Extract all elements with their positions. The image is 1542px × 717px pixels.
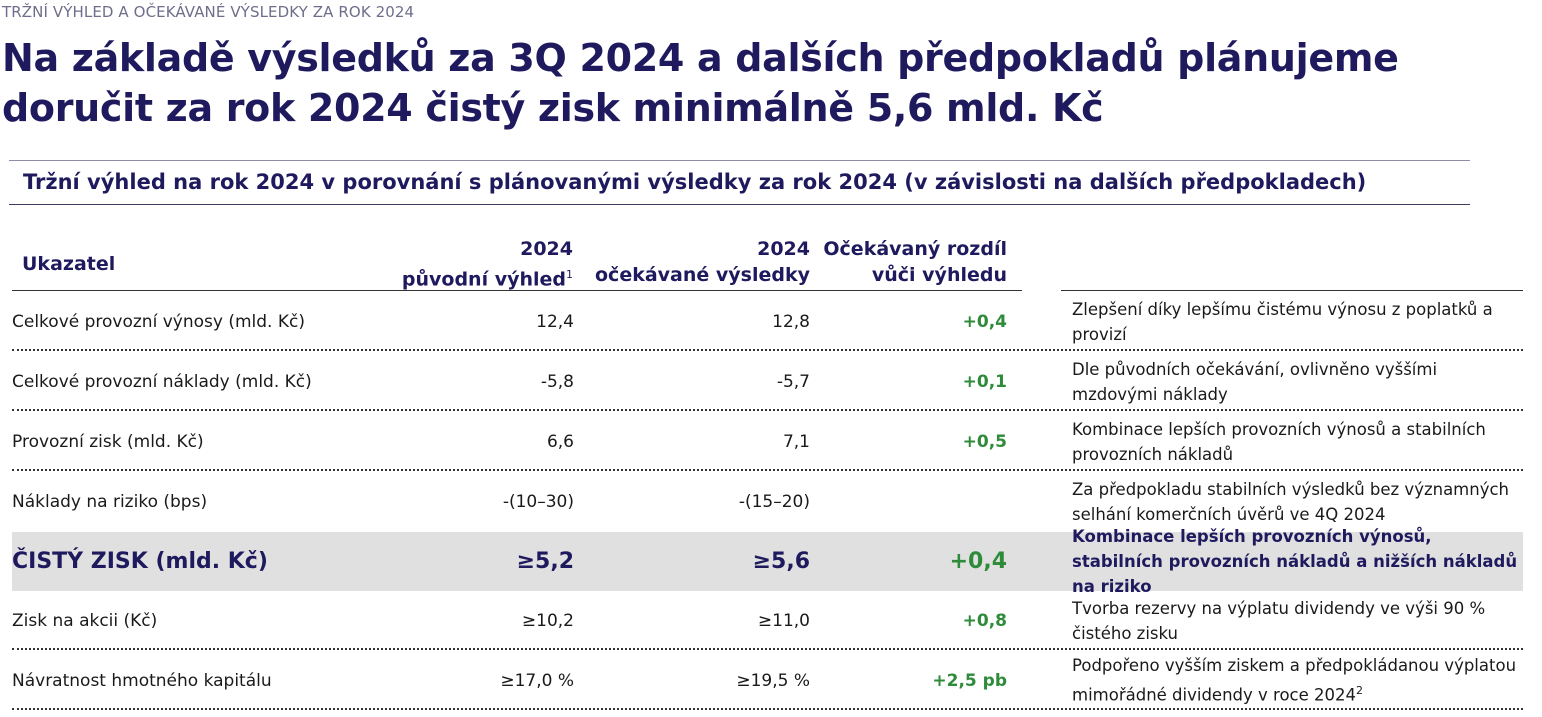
page-title-line-2: doručit za rok 2024 čistý zisk minimálně…: [2, 86, 1104, 130]
row-expected-value: -5,7: [776, 371, 810, 392]
section-eyebrow: TRŽNÍ VÝHLED A OČEKÁVANÉ VÝSLEDKY ZA ROK…: [2, 3, 415, 21]
row-separator: [12, 469, 1523, 471]
footnote-marker-2: 2: [1356, 684, 1364, 698]
row-expected-value: 12,8: [772, 311, 810, 332]
row-original-value: -5,8: [540, 371, 574, 392]
header-original-year: 2024: [520, 238, 573, 260]
table-caption-box: Tržní výhled na rok 2024 v porovnání s p…: [9, 160, 1470, 205]
row-label: Návratnost hmotného kapitálu: [12, 670, 272, 691]
row-original-value: 6,6: [546, 431, 574, 452]
header-expected-label: očekávané výsledky: [595, 264, 810, 286]
row-expected-value: ≥11,0: [757, 610, 810, 631]
row-label: Provozní zisk (mld. Kč): [12, 431, 204, 452]
row-comment: Tvorba rezervy na výplatu dividendy ve v…: [1072, 598, 1486, 643]
page-title: Na základě výsledků za 3Q 2024 a dalších…: [2, 33, 1502, 133]
row-expected-value: -(15–20): [738, 491, 810, 512]
header-indicator: Ukazatel: [22, 253, 116, 275]
header-difference-line-1: Očekávaný rozdíl: [823, 238, 1007, 260]
row-separator: [12, 409, 1523, 411]
row-original-value: -(10–30): [502, 491, 574, 512]
row-original-value: ≥10,2: [521, 610, 574, 631]
header-divider: [12, 290, 1022, 291]
row-original-value: ≥17,0 %: [500, 670, 574, 691]
row-label: Náklady na riziko (bps): [12, 491, 208, 512]
table-row-operating-expenses: Celkové provozní náklady (mld. Kč) -5,8 …: [12, 352, 1523, 411]
row-expected-value: ≥5,6: [752, 549, 810, 574]
row-difference-value: +0,4: [962, 311, 1007, 332]
row-difference-value: +0,5: [962, 431, 1007, 452]
header-original-label: původní výhled: [401, 268, 566, 291]
header-divider-comments: [1061, 290, 1523, 291]
header-original-label-line: původní výhled1: [340, 262, 573, 292]
row-comment: Podpořeno vyšším ziskem a předpokládanou…: [1072, 651, 1522, 710]
table-row-operating-profit: Provozní zisk (mld. Kč) 6,6 7,1 +0,5 Kom…: [12, 412, 1523, 471]
row-difference-value: +0,1: [962, 371, 1007, 392]
table-row-return-on-tangible-equity: Návratnost hmotného kapitálu ≥17,0 % ≥19…: [12, 651, 1523, 710]
row-comment-text: Podpořeno vyšším ziskem a předpokládanou…: [1072, 656, 1517, 705]
row-expected-value: ≥19,5 %: [736, 670, 810, 691]
table-row-net-profit: ČISTÝ ZISK (mld. Kč) ≥5,2 ≥5,6 +0,4 Komb…: [12, 527, 1523, 596]
row-difference-value: +0,4: [949, 549, 1007, 574]
table-row-operating-income: Celkové provozní výnosy (mld. Kč) 12,4 1…: [12, 292, 1523, 351]
row-expected-value: 7,1: [782, 431, 810, 452]
header-difference-line-2: vůči výhledu: [871, 264, 1007, 286]
row-separator: [12, 708, 1523, 710]
header-original: 2024 původní výhled1: [340, 236, 573, 292]
row-original-value: ≥5,2: [516, 549, 574, 574]
row-comment: Kombinace lepších provozních výnosů a st…: [1072, 419, 1486, 464]
row-difference-value: +2,5 pb: [932, 670, 1007, 691]
row-original-value: 12,4: [536, 311, 574, 332]
row-separator: [12, 349, 1523, 351]
row-separator: [12, 648, 1523, 650]
row-label: Celkové provozní výnosy (mld. Kč): [12, 311, 305, 332]
header-expected: 2024 očekávané výsledky: [560, 236, 810, 288]
table-row-cost-of-risk: Náklady na riziko (bps) -(10–30) -(15–20…: [12, 472, 1523, 531]
row-comment: Za předpokladu stabilních výsledků bez v…: [1072, 479, 1510, 524]
row-comment: Kombinace lepších provozních výnosů, sta…: [1072, 527, 1518, 596]
row-difference-value: +0,8: [962, 610, 1007, 631]
row-difference-value: [852, 472, 1007, 531]
row-label: Celkové provozní náklady (mld. Kč): [12, 371, 312, 392]
row-comment: Zlepšení díky lepšímu čistému výnosu z p…: [1072, 299, 1493, 344]
row-label: ČISTÝ ZISK (mld. Kč): [12, 549, 268, 574]
row-highlight-background: [12, 532, 1523, 591]
row-comment: Dle původních očekávání, ovlivněno vyšší…: [1072, 359, 1438, 404]
header-expected-year: 2024: [757, 238, 810, 260]
table-row-earnings-per-share: Zisk na akcii (Kč) ≥10,2 ≥11,0 +0,8 Tvor…: [12, 591, 1523, 650]
row-label: Zisk na akcii (Kč): [12, 610, 158, 631]
footnote-marker-1: 1: [566, 268, 573, 281]
header-difference: Očekávaný rozdíl vůči výhledu: [820, 236, 1007, 288]
page-title-line-1: Na základě výsledků za 3Q 2024 a dalších…: [2, 36, 1399, 80]
table-caption: Tržní výhled na rok 2024 v porovnání s p…: [23, 170, 1367, 194]
